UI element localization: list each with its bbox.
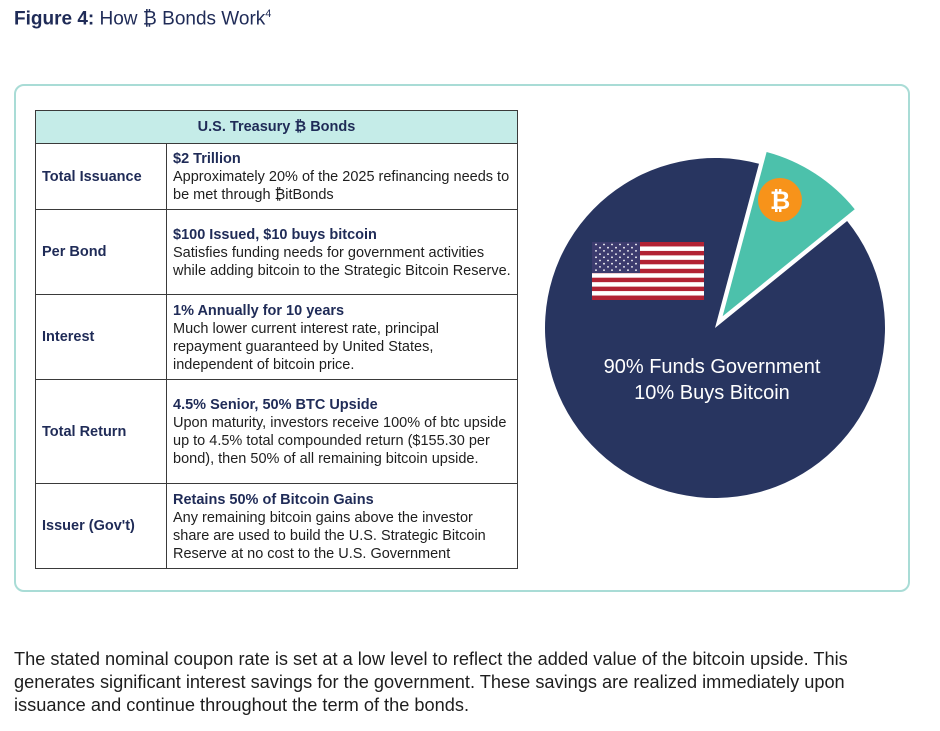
row-description: Approximately 20% of the 2025 refinancin…: [173, 169, 510, 203]
row-headline: Retains 50% of Bitcoin Gains: [173, 491, 374, 508]
us-flag-icon: [592, 242, 704, 300]
row-description: Any remaining bitcoin gains above the in…: [173, 509, 486, 562]
table-header-row: U.S. Treasury ₿ Bonds: [35, 110, 518, 144]
row-description: Upon maturity, investors receive 100% of…: [173, 415, 507, 467]
table-row: Issuer (Gov't) Retains 50% of Bitcoin Ga…: [35, 483, 518, 569]
table-header: U.S. Treasury ₿ Bonds: [35, 110, 518, 144]
figure-title: Figure 4: How ₿ Bonds Work4: [14, 8, 271, 30]
funding-pie-chart: ₿ 90% Funds Government 10% Buys Bitcoin: [545, 152, 885, 498]
figure-label: Figure 4:: [14, 8, 95, 30]
table-row: Total Issuance $2 Trillion Approximately…: [35, 143, 518, 210]
row-value: 4.5% Senior, 50% BTC Upside Upon maturit…: [166, 379, 518, 484]
footnote-marker: 4: [265, 8, 272, 20]
table-row: Interest 1% Annually for 10 years Much l…: [35, 294, 518, 380]
row-value: 1% Annually for 10 years Much lower curr…: [166, 294, 518, 380]
row-value: Retains 50% of Bitcoin Gains Any remaini…: [166, 483, 518, 569]
bitcoin-slice: [722, 152, 855, 317]
row-label: Interest: [35, 294, 167, 380]
row-value: $100 Issued, $10 buys bitcoin Satisfies …: [166, 209, 518, 295]
pie-label-bitcoin: 10% Buys Bitcoin: [634, 382, 790, 404]
row-label: Per Bond: [35, 209, 167, 295]
row-value: $2 Trillion Approximately 20% of the 202…: [166, 143, 518, 210]
row-headline: 1% Annually for 10 years: [173, 302, 345, 319]
row-headline: $2 Trillion: [173, 151, 241, 167]
row-label: Total Return: [35, 379, 167, 484]
pie-label-government: 90% Funds Government: [604, 356, 821, 378]
figure-title-text: How ₿ Bonds Work: [99, 8, 266, 30]
row-description: Satisfies funding needs for government a…: [173, 244, 511, 279]
bitcoin-icon: ₿: [758, 178, 802, 222]
bond-terms-table: U.S. Treasury ₿ Bonds Total Issuance $2 …: [35, 110, 518, 569]
row-headline: 4.5% Senior, 50% BTC Upside: [173, 397, 378, 413]
row-headline: $100 Issued, $10 buys bitcoin: [173, 226, 377, 243]
row-label: Issuer (Gov't): [35, 483, 167, 569]
bitcoin-symbol: ₿: [770, 187, 790, 215]
table-row: Per Bond $100 Issued, $10 buys bitcoin S…: [35, 209, 518, 295]
table-row: Total Return 4.5% Senior, 50% BTC Upside…: [35, 379, 518, 484]
figure-panel: [14, 84, 910, 592]
caption-paragraph: The stated nominal coupon rate is set at…: [14, 649, 848, 715]
row-description: Much lower current interest rate, princi…: [173, 320, 439, 373]
row-label: Total Issuance: [35, 143, 167, 210]
